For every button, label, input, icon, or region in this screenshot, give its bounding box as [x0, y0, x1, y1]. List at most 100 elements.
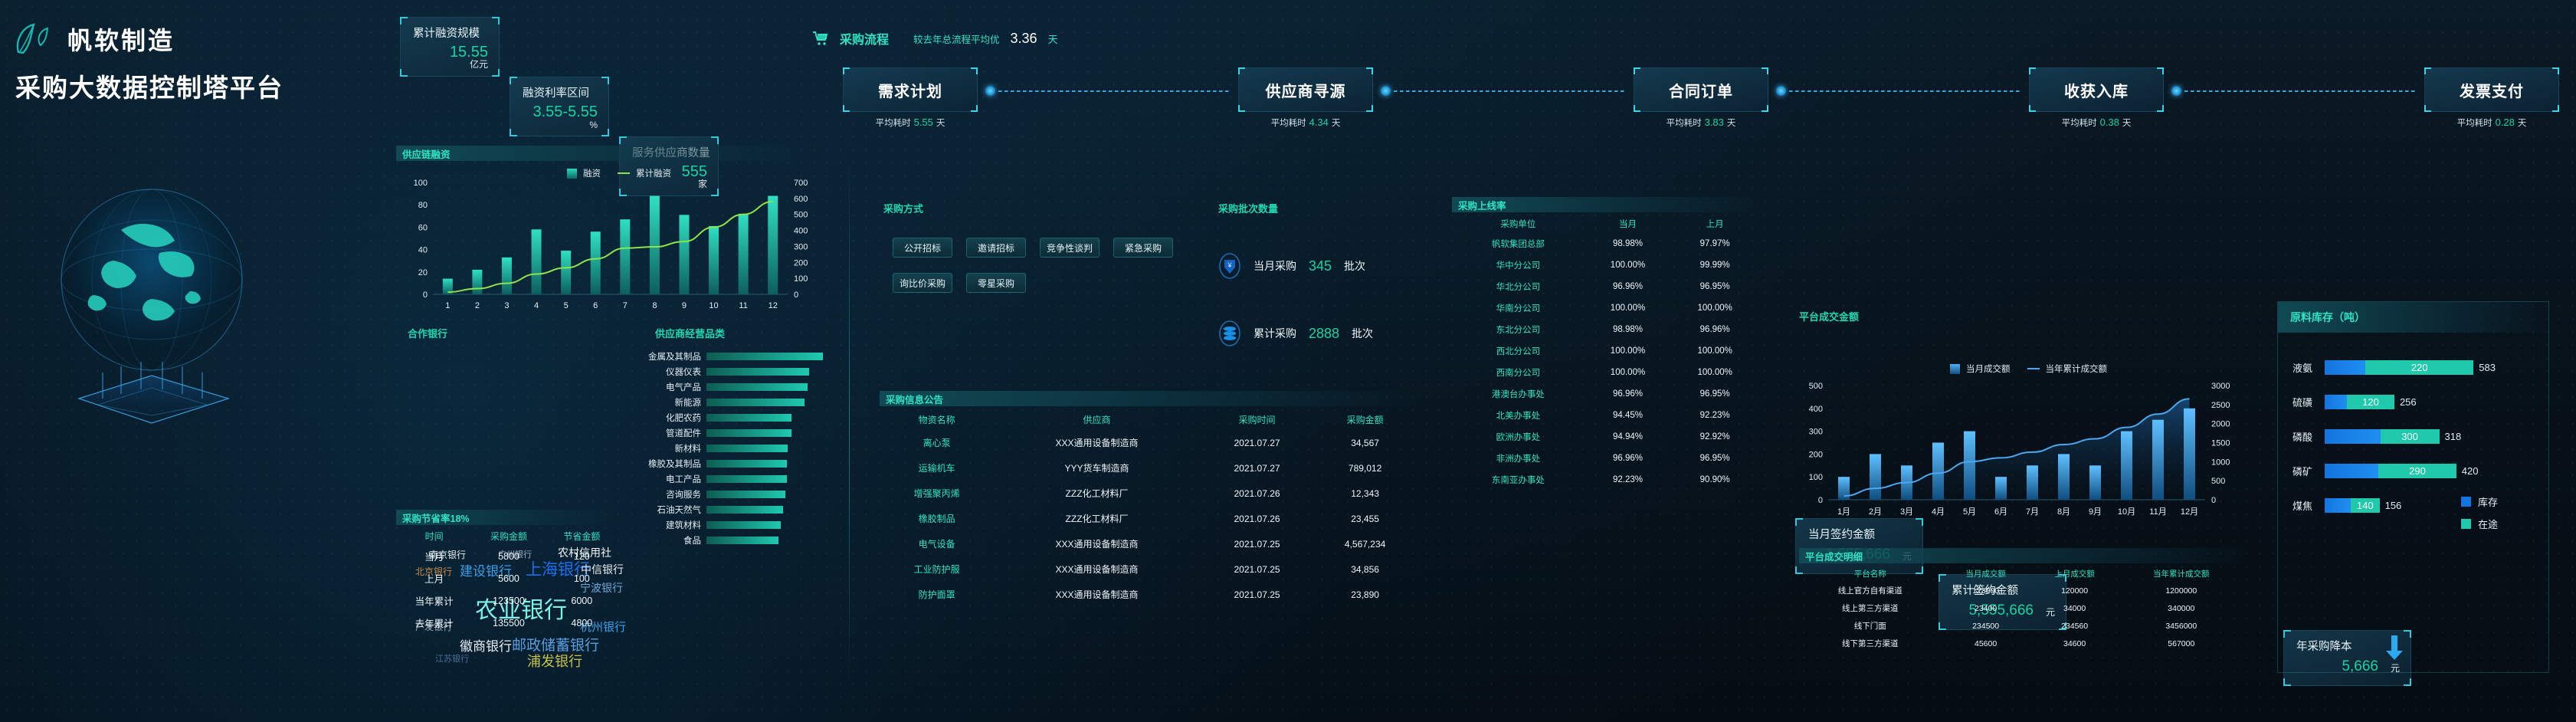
bank-tag[interactable]: 南京银行: [429, 550, 467, 560]
chart-bar: [2058, 454, 2070, 500]
table-row[interactable]: 当月 5800 120: [396, 545, 618, 567]
table-row[interactable]: 离心泵 XXX通用设备制造商 2021.07.27 34,567: [880, 430, 1416, 455]
table-row[interactable]: 上月 5600 100: [396, 567, 618, 589]
table-row[interactable]: 华中分公司 100.00% 99.99%: [1452, 254, 1758, 276]
right-kpi-card-1[interactable]: 累计签约金额 5,555,666 元: [1939, 574, 2066, 630]
bank-tag[interactable]: 上海银行: [526, 561, 590, 579]
table-row[interactable]: 电气设备 XXX通用设备制造商 2021.07.25 4,567,234: [880, 531, 1416, 556]
bank-tag[interactable]: 浦发银行: [527, 654, 582, 669]
bank-tag[interactable]: 农村信用社: [558, 546, 611, 559]
bank-tag[interactable]: 北京银行: [415, 566, 453, 577]
process-step-3[interactable]: 收获入库 平均耗时 0.38 天: [2029, 67, 2164, 129]
process-step-0[interactable]: 需求计划 平均耗时 5.55 天: [843, 67, 978, 129]
right-kpi-card-2[interactable]: 年采购降本 5,666 元: [2283, 630, 2411, 686]
kpi-card-0[interactable]: 累计融资规模 15.55 亿元: [400, 17, 500, 77]
legend-label-bar: 当月成交额: [1966, 365, 2011, 374]
inventory-bars: 液氨 220 583 硫磺 120 256 磷酸 300 318 磷矿 290 420 煤焦 140 156: [2293, 360, 2538, 533]
category-bar: [706, 475, 787, 483]
batch-row-0[interactable]: ¥ 当月采购 345 批次: [1218, 253, 1365, 279]
svg-text:100: 100: [1809, 473, 1823, 482]
svg-text:4月: 4月: [1932, 507, 1945, 517]
inventory-transit-bar: 220: [2365, 360, 2474, 375]
bank-tag[interactable]: 建设银行: [460, 564, 512, 579]
svg-text:1000: 1000: [2211, 458, 2230, 467]
svg-text:7月: 7月: [2026, 507, 2039, 517]
bank-tag[interactable]: 农业银行: [475, 598, 567, 623]
legend-label-bar: 融资: [583, 169, 601, 179]
table-row[interactable]: 当年累计 123500 6000: [396, 589, 618, 612]
category-row: 新材料: [636, 441, 828, 456]
table-row[interactable]: 西北分公司 100.00% 100.00%: [1452, 340, 1758, 362]
table-cell: 34,567: [1351, 437, 1379, 448]
chart-bar: [531, 229, 542, 294]
process-step-1[interactable]: 供应商寻源 平均耗时 4.34 天: [1238, 67, 1373, 129]
table-row[interactable]: 橡胶制品 ZZZ化工材料厂 2021.07.26 23,455: [880, 506, 1416, 531]
bank-tag[interactable]: 徽商银行: [460, 639, 512, 654]
chart-bar: [561, 251, 572, 294]
step-avg-value: 0.28: [2495, 117, 2515, 128]
bank-word-cloud: 南京银行 广州银行 农村信用社北京银行 建设银行 上海银行 中信银行宁波银行农业银行广发银…: [398, 528, 626, 674]
method-chip[interactable]: 公开招标: [893, 238, 952, 258]
table-row[interactable]: 防护面罩 XXX通用设备制造商 2021.07.25 23,890: [880, 582, 1416, 607]
table-row[interactable]: 非洲办事处 96.96% 96.95%: [1452, 448, 1758, 469]
table-row[interactable]: 华南分公司 100.00% 100.00%: [1452, 297, 1758, 319]
table-row[interactable]: 西南分公司 100.00% 100.00%: [1452, 362, 1758, 383]
table-cell: 东南亚办事处: [1491, 476, 1545, 485]
svg-text:7: 7: [623, 301, 628, 310]
batch-row-1[interactable]: 累计采购 2888 批次: [1218, 320, 1373, 346]
category-row: 石油天然气: [636, 502, 828, 517]
panel-title: 原料库存（吨）: [2290, 311, 2365, 323]
method-chip[interactable]: 紧急采购: [1113, 238, 1173, 258]
category-bar: [706, 353, 823, 360]
bank-tag[interactable]: 广州银行: [498, 550, 532, 560]
step-label: 合同订单: [1669, 83, 1733, 100]
right-kpi-card-0[interactable]: 当月签约金额 1,555,666 元: [1795, 518, 1923, 574]
bank-tag[interactable]: 宁波银行: [580, 582, 623, 594]
table-row[interactable]: 华北分公司 96.96% 96.95%: [1452, 276, 1758, 297]
table-row[interactable]: 东南亚办事处 92.23% 90.90%: [1452, 469, 1758, 491]
kpi-unit: 元: [2045, 607, 2055, 618]
svg-text:100: 100: [794, 274, 808, 284]
table-row[interactable]: 线上官方自有渠道 123000 120000 1200000: [1799, 582, 2243, 599]
table-row[interactable]: 运输机车 YYY货车制造商 2021.07.27 789,012: [880, 455, 1416, 481]
process-step-4[interactable]: 发票支付 平均耗时 0.28 天: [2424, 67, 2559, 129]
table-cell: 100.00%: [1610, 304, 1646, 313]
method-chip[interactable]: 邀请招标: [966, 238, 1026, 258]
kpi-value: 5,555,666: [1968, 602, 2034, 619]
table-cell: 100.00%: [1610, 346, 1646, 356]
table-row[interactable]: 帆软集团总部 98.98% 97.97%: [1452, 233, 1758, 254]
bank-tag[interactable]: 广发银行: [415, 622, 453, 632]
table-row[interactable]: 北美办事处 94.45% 92.23%: [1452, 405, 1758, 426]
table-row[interactable]: 东北分公司 98.98% 96.96%: [1452, 319, 1758, 340]
method-chip[interactable]: 询比价采购: [893, 273, 952, 293]
svg-text:8: 8: [652, 301, 657, 310]
table-row[interactable]: 工业防护服 XXX通用设备制造商 2021.07.25 34,856: [880, 556, 1416, 582]
category-row: 金属及其制品: [636, 349, 828, 364]
method-chip[interactable]: 竞争性谈判: [1040, 238, 1100, 258]
table-row[interactable]: 去年累计 135500 4800: [396, 612, 618, 634]
bank-tag[interactable]: 杭州银行: [580, 621, 627, 634]
table-cell: 23,890: [1351, 589, 1379, 600]
kpi-value: 3.55-5.55: [533, 103, 598, 120]
svg-text:10: 10: [709, 301, 718, 310]
bank-tag[interactable]: 中信银行: [581, 563, 624, 576]
method-chip[interactable]: 零星采购: [966, 273, 1026, 293]
inventory-transit-value: 156: [2384, 500, 2402, 511]
category-bar: [706, 383, 808, 391]
inventory-transit-value: 318: [2444, 431, 2462, 442]
process-step-2[interactable]: 合同订单 平均耗时 3.83 天: [1634, 67, 1768, 129]
table-row[interactable]: 欧洲办事处 94.94% 92.92%: [1452, 426, 1758, 448]
flow-node-icon: [1381, 86, 1391, 96]
table-row[interactable]: 港澳台办事处 96.96% 96.95%: [1452, 383, 1758, 405]
table-row[interactable]: 线下门面 234500 234560 3456000: [1799, 617, 2243, 635]
bank-tag[interactable]: 江苏银行: [435, 655, 469, 664]
chart-bar: [2121, 431, 2132, 500]
step-footer: 平均耗时 4.34 天: [1238, 117, 1373, 129]
svg-text:6: 6: [593, 301, 598, 310]
table-row[interactable]: 增强聚丙烯 ZZZ化工材料厂 2021.07.26 12,343: [880, 481, 1416, 506]
kpi-card-1[interactable]: 融资利率区间 3.55-5.55 %: [510, 77, 609, 136]
table-row[interactable]: 线下第三方渠道 45600 34600 567000: [1799, 635, 2243, 652]
bank-tag[interactable]: 邮政储蓄银行: [512, 638, 600, 654]
table-cell: 34600: [2063, 638, 2086, 648]
table-row[interactable]: 线上第三方渠道 23400 34000 340000: [1799, 599, 2243, 617]
